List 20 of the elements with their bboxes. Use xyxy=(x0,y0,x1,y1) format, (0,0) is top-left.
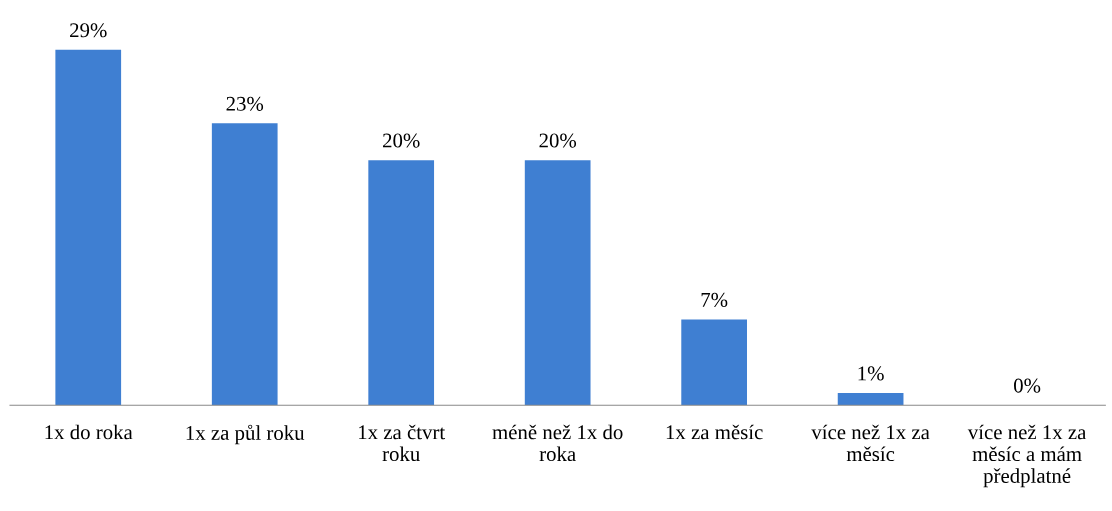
data-label: 1% xyxy=(858,366,884,381)
bar xyxy=(681,319,747,406)
bar xyxy=(368,160,435,406)
x-tick-label: méně než 1x do roka xyxy=(492,424,623,462)
bar xyxy=(55,49,122,406)
x-tick-label: více než 1x za měsíc a mám předplatné xyxy=(967,424,1087,488)
bar xyxy=(211,123,278,406)
data-label: 20% xyxy=(383,133,420,148)
data-label: 7% xyxy=(701,292,728,307)
x-tick-label: více než 1x za měsíc xyxy=(811,424,930,462)
x-tick-label: 1x za čtvrt roku xyxy=(359,424,446,462)
x-tick-label: 1x za půl roku xyxy=(186,424,305,445)
bar xyxy=(837,392,904,406)
x-tick-label: 1x do roka xyxy=(45,424,133,440)
x-tick-label: 1x za měsíc xyxy=(666,424,763,440)
data-label: 23% xyxy=(226,96,264,111)
data-label: 20% xyxy=(539,133,577,148)
data-label: 29% xyxy=(70,23,107,38)
bar xyxy=(524,160,591,406)
data-label: 0% xyxy=(1014,378,1041,393)
